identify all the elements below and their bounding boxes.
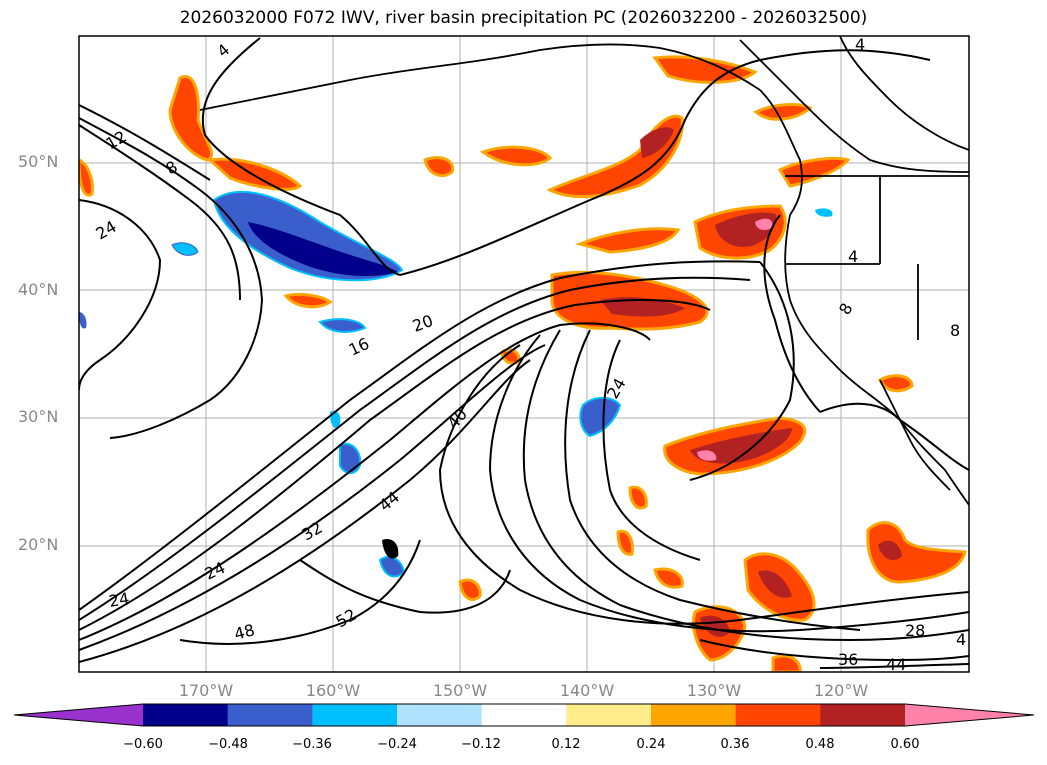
colorbar-tick: −0.60 — [123, 737, 163, 752]
contour-east-coast — [689, 261, 795, 481]
contour-label: 4 — [848, 247, 858, 266]
contour-label: 4 — [956, 630, 966, 649]
warm-region-lat42 — [575, 227, 681, 254]
colorbar-tick: −0.48 — [208, 737, 248, 752]
colorbar-tick: −0.12 — [461, 737, 501, 752]
contour-36-south — [699, 639, 969, 662]
lon-label-140w: 140°W — [559, 681, 615, 700]
contour-label: 48 — [232, 620, 257, 644]
warm-region-dot-3 — [616, 529, 634, 556]
blue-region-small-3 — [318, 318, 367, 333]
lon-label-130w: 130°W — [686, 681, 742, 700]
lat-label-50n: 50°N — [18, 152, 59, 171]
lat-label-40n: 40°N — [18, 280, 59, 299]
contour-16 — [79, 104, 211, 181]
colorbar-tick: 0.60 — [890, 737, 920, 752]
warm-region-dot-8 — [423, 156, 455, 177]
warm-region-westcoast-2 — [206, 157, 303, 191]
contour-12 — [79, 124, 241, 301]
iwv-contours — [79, 37, 969, 669]
red-core-3 — [758, 570, 792, 598]
positive-pc-regions — [79, 55, 967, 672]
colorbar-tick: 0.36 — [720, 737, 750, 752]
red-core-4 — [878, 540, 902, 561]
blue-region-core — [248, 222, 398, 277]
coast-pnw — [784, 214, 901, 421]
colorbar-tick: 0.12 — [551, 737, 581, 752]
red-core-7 — [600, 297, 685, 317]
warm-region-alaska — [652, 55, 758, 84]
colorbar-tick: 0.24 — [636, 737, 666, 752]
contour-pac-nw — [763, 214, 821, 413]
contour-label: 28 — [905, 621, 925, 640]
blue-region-small-6 — [79, 312, 87, 329]
colorbar-tick: 0.48 — [805, 737, 835, 752]
contour-40-loop — [438, 344, 969, 625]
coast-alaska-north — [739, 39, 969, 173]
pink-peak-2 — [697, 450, 717, 461]
colorbar-tick: −0.24 — [377, 737, 417, 752]
warm-region-south-2 — [866, 521, 967, 584]
contour-24-left — [79, 199, 162, 391]
contour-24-main — [79, 299, 711, 631]
lat-label-30n: 30°N — [18, 407, 59, 426]
contour-label: 24 — [107, 589, 130, 611]
warm-region-westcoast-1 — [168, 75, 214, 162]
warm-region-dot-9 — [653, 567, 684, 589]
warm-region-dot-7 — [79, 158, 94, 197]
warm-region-dot-6 — [878, 374, 914, 393]
contour-label: 36 — [838, 650, 858, 669]
contour-28-main — [79, 322, 651, 641]
contour-44-loop — [488, 334, 969, 633]
warm-region-gulf-2 — [479, 145, 553, 167]
blue-region-small-4 — [171, 242, 199, 256]
blue-region-central — [579, 396, 622, 438]
lon-label-120w: 120°W — [813, 681, 869, 700]
warm-region-dot-5 — [283, 292, 333, 309]
negative-pc-regions — [79, 190, 833, 578]
warm-region-dot-4 — [458, 578, 482, 601]
contour-label: 44 — [886, 655, 906, 674]
contour-44-south — [819, 663, 969, 669]
blue-region-small-5 — [815, 208, 833, 217]
lon-label-170w: 170°W — [178, 681, 234, 700]
pink-peak-1 — [755, 218, 773, 230]
lat-label-20n: 20°N — [18, 535, 59, 554]
red-core-5 — [640, 127, 674, 158]
coast-california — [899, 419, 969, 506]
blue-region-hawaii-west — [339, 442, 362, 474]
warm-region-dot-2 — [628, 485, 648, 510]
contour-48-loop — [522, 329, 969, 642]
contour-20 — [79, 276, 751, 621]
red-core-2 — [690, 428, 792, 464]
warm-region-dot-10 — [771, 654, 802, 672]
coast-baja — [879, 379, 951, 491]
contour-16b — [79, 260, 761, 611]
contour-32 — [79, 344, 546, 651]
colorbar-tick: −0.36 — [292, 737, 332, 752]
border-states — [785, 176, 919, 340]
coastlines — [199, 36, 969, 506]
lon-label-150w: 150°W — [432, 681, 488, 700]
contour-label: 4 — [855, 35, 865, 54]
contour-8 — [79, 117, 264, 439]
coast-northeast — [839, 36, 969, 151]
map-background — [79, 36, 969, 672]
coast-alaska-south — [199, 43, 761, 111]
contour-4-west — [201, 37, 401, 276]
contour-label: 8 — [950, 321, 960, 340]
contour-48-bottom — [179, 539, 421, 645]
contour-lat28-east — [602, 339, 701, 561]
chart-title: 2026032000 F072 IWV, river basin precipi… — [179, 8, 868, 28]
contour-4-north — [399, 49, 931, 276]
contour-52-loop — [299, 559, 511, 614]
hawaii-island — [382, 538, 399, 559]
warm-region-pnw-2 — [777, 156, 851, 188]
map-frame — [78, 35, 970, 673]
lon-label-160w: 160°W — [305, 681, 361, 700]
contour-52 — [564, 329, 861, 631]
contour-36 — [79, 359, 531, 663]
coast-bc — [759, 89, 803, 216]
